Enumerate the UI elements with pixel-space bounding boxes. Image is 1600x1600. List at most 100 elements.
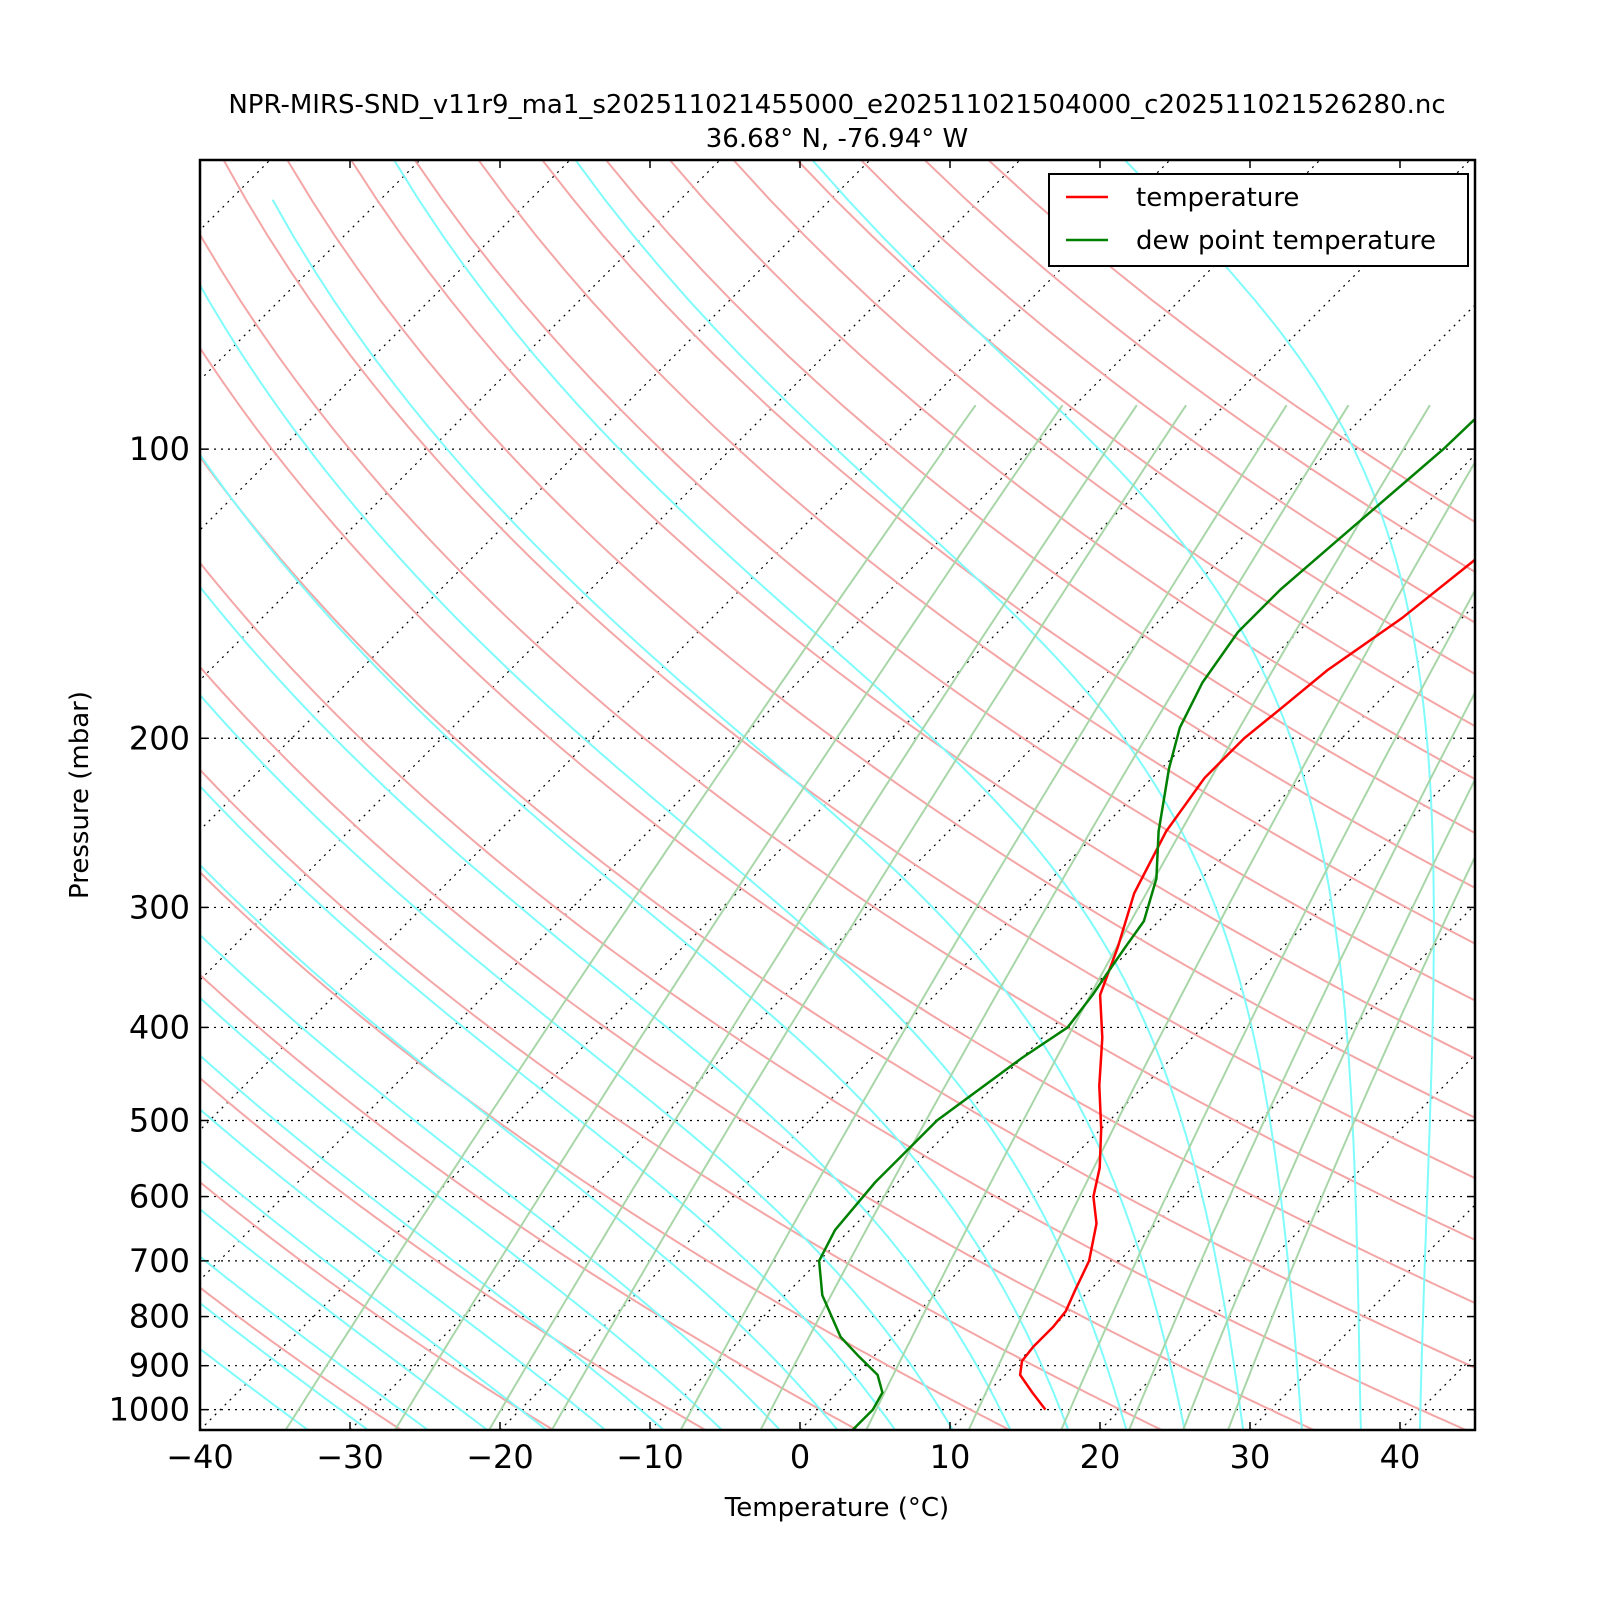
dry-adiabat (200, 768, 1163, 1430)
moist-adiabat (574, 160, 1303, 1430)
y-tick-label: 100 (129, 430, 190, 468)
isotherm--60 (200, 160, 1171, 1131)
mixing-ratio-lines (284, 404, 1475, 1430)
mixing-ratio-line (865, 404, 1431, 1430)
moist-adiabat (200, 585, 1012, 1430)
dry-adiabat (860, 160, 1475, 624)
y-axis-label: Pressure (mbar) (65, 691, 95, 899)
dry-adiabat (200, 561, 1467, 1430)
moist-adiabat (200, 863, 839, 1430)
moist-adiabat (200, 1207, 488, 1430)
y-tick-label: 400 (129, 1008, 190, 1046)
x-tick-label: 30 (1230, 1438, 1271, 1476)
moist-adiabat (200, 996, 723, 1430)
dry-adiabat (286, 160, 1475, 1119)
dry-adiabat (200, 665, 1315, 1430)
isotherm--20 (499, 454, 1475, 1430)
dry-adiabat (796, 160, 1475, 676)
moist-adiabat (200, 784, 896, 1430)
dry-adiabat (200, 346, 1475, 1305)
isotherm--130 (0, 160, 120, 1430)
dry-adiabat (477, 160, 1475, 945)
x-tick-label: −10 (616, 1438, 684, 1476)
y-tick-label: 300 (129, 888, 190, 926)
x-axis-label: Temperature (°C) (724, 1493, 949, 1523)
x-tick-label: −30 (316, 1438, 384, 1476)
dry-adiabat (200, 1286, 402, 1430)
moist-adiabat (393, 160, 1245, 1430)
mixing-ratio-line (394, 404, 1064, 1430)
moist-adiabat (271, 199, 1186, 1430)
mixing-ratio-line (550, 404, 1187, 1430)
dry-adiabat (200, 455, 1475, 1369)
isotherm-20 (1099, 1054, 1475, 1430)
x-axis-ticks: −40 −30 −20 −10 0 10 20 30 40 (166, 160, 1420, 1476)
dry-adiabat (200, 870, 1011, 1430)
legend-dewpoint-label: dew point temperature (1136, 226, 1436, 256)
y-axis-ticks: 100 200 300 400 500 600 700 800 900 1000 (109, 430, 1475, 1429)
dry-adiabats (200, 160, 1475, 1430)
mixing-ratio-line (1128, 690, 1475, 1430)
y-tick-label: 1000 (109, 1391, 190, 1429)
isotherm-50 (1550, 160, 1600, 1430)
dewpoint-line (817, 417, 1475, 1430)
y-tick-label: 800 (129, 1298, 190, 1336)
dry-adiabat (200, 1076, 706, 1430)
mixing-ratio-line (1182, 777, 1475, 1430)
temperature-line (1018, 558, 1475, 1411)
y-tick-label: 200 (129, 719, 190, 757)
chart-title: NPR-MIRS-SND_v11r9_ma1_s202511021455000_… (228, 90, 1445, 120)
mixing-ratio-line (759, 404, 1350, 1430)
x-tick-label: 0 (790, 1438, 810, 1476)
mixing-ratio-line (1060, 588, 1475, 1430)
dry-adiabat (605, 160, 1475, 835)
x-tick-label: −40 (166, 1438, 234, 1476)
moist-adiabat (200, 1255, 429, 1430)
background-lines (0, 160, 1600, 1430)
isotherm--110 (200, 160, 421, 381)
dry-adiabat (413, 160, 1475, 1002)
dry-adiabat (541, 160, 1475, 889)
chart-subtitle: 36.68° N, -76.94° W (706, 124, 968, 154)
dry-adiabat (669, 160, 1475, 781)
mixing-ratio-line (284, 404, 977, 1430)
legend-temperature-label: temperature (1136, 183, 1299, 213)
dry-adiabat (350, 160, 1475, 1060)
moist-adiabat (200, 1159, 548, 1430)
isotherm--10 (649, 604, 1475, 1430)
dry-adiabat (200, 232, 1475, 1241)
x-tick-label: 10 (930, 1438, 971, 1476)
moist-adiabat (200, 283, 1128, 1430)
data-series (817, 417, 1475, 1430)
y-tick-label: 600 (129, 1178, 190, 1216)
legend-box (1048, 173, 1469, 267)
moist-adiabat (200, 1301, 369, 1430)
x-tick-label: 20 (1080, 1438, 1121, 1476)
isotherm-10 (949, 904, 1475, 1430)
dry-adiabat (200, 973, 858, 1430)
mixing-ratio-line (967, 460, 1475, 1430)
moist-adiabat (1124, 160, 1435, 1430)
isotherm--80 (200, 160, 871, 831)
moist-adiabat (200, 1347, 309, 1430)
dry-adiabat (222, 160, 1475, 1180)
isotherm-0 (799, 754, 1475, 1430)
mixing-ratio-line (488, 404, 1138, 1430)
mixing-ratio-line (1227, 854, 1475, 1430)
isotherm--30 (349, 304, 1475, 1430)
moist-adiabat (811, 160, 1362, 1430)
plot-frame (198, 158, 1477, 1432)
legend: temperature dew point temperature (1048, 173, 1469, 267)
x-tick-label: −20 (466, 1438, 534, 1476)
moist-adiabat (200, 1054, 665, 1430)
moist-adiabat (200, 933, 781, 1430)
y-tick-label: 700 (129, 1242, 190, 1280)
moist-adiabat (200, 693, 954, 1430)
moist-adiabat (200, 453, 1070, 1430)
y-tick-label: 500 (129, 1102, 190, 1140)
isotherm--40 (200, 160, 1471, 1430)
y-tick-label: 900 (129, 1347, 190, 1385)
mixing-ratio-line (679, 404, 1288, 1430)
dry-adiabat (732, 160, 1475, 728)
